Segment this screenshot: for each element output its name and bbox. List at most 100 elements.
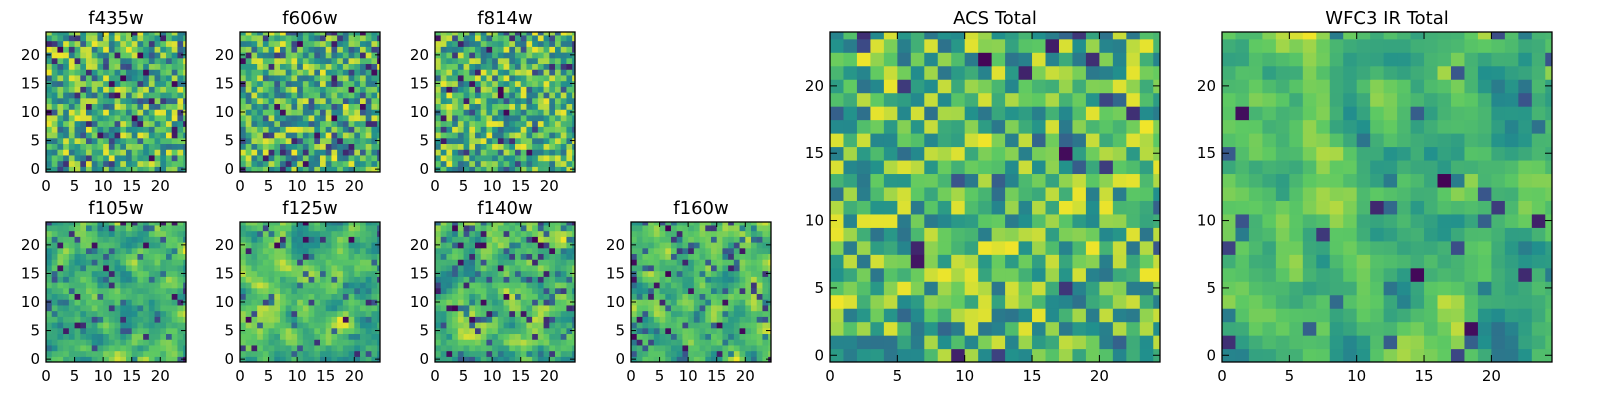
heatmap-cell [257, 63, 264, 70]
heatmap-cell [160, 166, 167, 172]
heatmap-cell [308, 322, 315, 329]
heatmap-cell [532, 350, 539, 357]
x-tick-label: 0 [626, 367, 636, 385]
heatmap-cell [463, 356, 470, 362]
heatmap-cell [503, 276, 510, 283]
heatmap-cell [86, 166, 93, 172]
heatmap-cell [126, 109, 133, 116]
heatmap-cell [642, 276, 649, 283]
heatmap-cell [285, 166, 293, 172]
heatmap-cell [354, 97, 361, 105]
heatmap-cell [566, 32, 573, 36]
heatmap-cell [166, 63, 173, 70]
heatmap-cell [354, 230, 361, 237]
heatmap-cell [280, 224, 287, 232]
heatmap-cell [883, 240, 898, 255]
heatmap-cell [1018, 321, 1033, 336]
heatmap-cell [452, 32, 459, 36]
heatmap-cell [245, 264, 253, 272]
heatmap-cell [257, 230, 264, 237]
heatmap-cell [171, 109, 179, 116]
heatmap-cell [722, 253, 729, 260]
heatmap-cell [1005, 335, 1020, 350]
heatmap-cell [503, 32, 510, 36]
heatmap-cell [486, 63, 493, 70]
heatmap-cell [160, 126, 167, 133]
heatmap-cell [63, 276, 70, 283]
heatmap-cell [520, 222, 528, 226]
heatmap-cell [446, 282, 453, 289]
heatmap-cell [348, 154, 355, 162]
heatmap-cell [937, 159, 952, 175]
heatmap-cell [371, 253, 378, 260]
heatmap-cell [308, 132, 315, 139]
heatmap-cell [688, 293, 695, 300]
heatmap-cell [543, 92, 550, 99]
heatmap-cell [68, 80, 76, 87]
heatmap-cell [285, 86, 293, 93]
heatmap-cell [143, 92, 150, 99]
heatmap-cell [74, 333, 81, 340]
heatmap-cell [331, 86, 338, 93]
heatmap-cell [320, 109, 327, 116]
heatmap-cell [1139, 321, 1154, 336]
heatmap-cell [440, 109, 448, 116]
heatmap-cell [515, 259, 522, 266]
heatmap-cell [497, 259, 505, 266]
heatmap-cell [154, 304, 161, 312]
heatmap-cell [475, 166, 482, 172]
heatmap-cell [543, 310, 550, 317]
heatmap-cell [509, 166, 516, 172]
heatmap-cell [103, 74, 110, 82]
heatmap-cell [137, 264, 144, 272]
heatmap-cell [120, 247, 127, 255]
heatmap-cell [68, 264, 76, 272]
heatmap-cell [566, 316, 573, 323]
heatmap-cell [91, 114, 99, 122]
heatmap-cell [711, 304, 718, 312]
heatmap-cell [308, 80, 315, 87]
heatmap-cell [371, 310, 378, 317]
heatmap-cell [1139, 294, 1154, 309]
heatmap-cell [371, 34, 378, 42]
heatmap-cell [756, 230, 764, 237]
heatmap-cell [722, 230, 729, 237]
heatmap-cell [537, 137, 545, 145]
heatmap-cell [676, 293, 684, 300]
heatmap-cell [526, 253, 533, 260]
heatmap-cell [63, 126, 70, 133]
heatmap-cell [520, 316, 528, 323]
heatmap-cell [365, 253, 373, 260]
heatmap-cell [1018, 240, 1033, 255]
heatmap-cell [676, 276, 684, 283]
heatmap-cell [297, 222, 304, 226]
heatmap-cell [509, 97, 516, 105]
heatmap-cell [97, 160, 104, 167]
heatmap-cell [114, 344, 121, 352]
heatmap-cell [532, 74, 539, 82]
heatmap-cell [51, 356, 59, 362]
heatmap-cell [440, 114, 448, 122]
y-tick-label: 10 [410, 103, 429, 121]
heatmap-cells [46, 222, 186, 362]
heatmap-cell [642, 356, 649, 362]
heatmap-cell [469, 327, 476, 335]
heatmap-cell [671, 356, 678, 362]
heatmap-cell [365, 242, 373, 249]
heatmap-cell [91, 270, 99, 277]
heatmap-cell [537, 350, 545, 357]
heatmap-cell [543, 276, 550, 283]
heatmap-cell [51, 154, 59, 162]
heatmap-cell [262, 356, 270, 362]
heatmap-cell [365, 259, 373, 266]
heatmap-cell [302, 270, 310, 277]
heatmap-cell [80, 74, 87, 82]
heatmap-cell [728, 264, 735, 272]
heatmap-cell [280, 247, 287, 255]
heatmap-cell [291, 350, 298, 357]
heatmap-cell [177, 356, 184, 362]
heatmap-cell [331, 344, 338, 352]
heatmap-cell [532, 63, 539, 70]
heatmap-cell [768, 316, 771, 323]
heatmap-cell [897, 308, 912, 323]
